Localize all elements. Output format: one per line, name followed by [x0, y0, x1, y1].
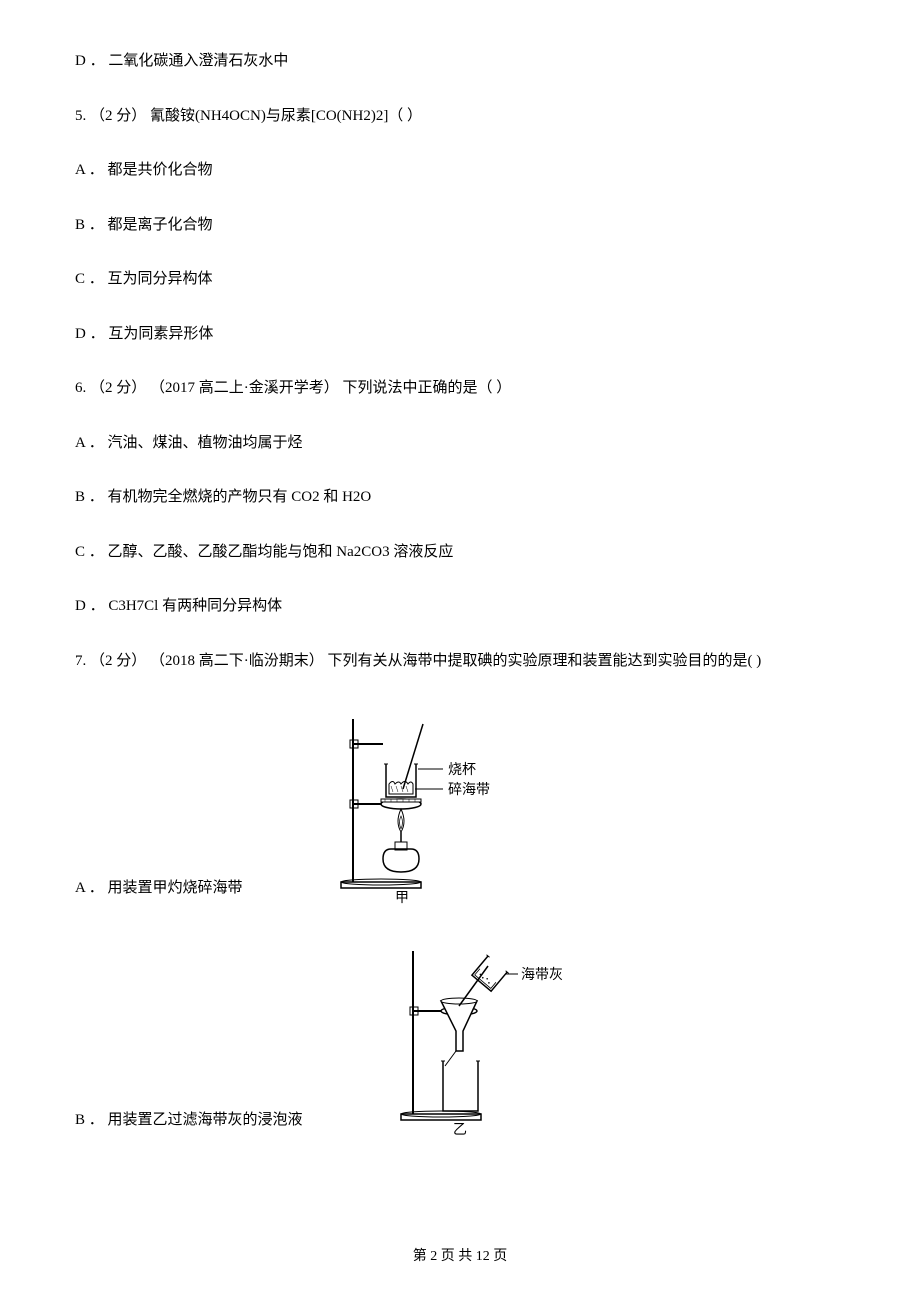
q5-option-a: A ． 都是共价化合物 — [75, 159, 845, 182]
q6-optB-text: B ． 有机物完全燃烧的产物只有 CO2 和 H2O — [75, 489, 371, 505]
q6-optD-text: D ． C3H7Cl 有两种同分异构体 — [75, 598, 282, 614]
q6-option-a: A ． 汽油、煤油、植物油均属于烃 — [75, 432, 845, 455]
q6-option-b: B ． 有机物完全燃烧的产物只有 CO2 和 H2O — [75, 486, 845, 509]
q6-optC-text: C ． 乙醇、乙酸、乙酸乙酯均能与饱和 Na2CO3 溶液反应 — [75, 544, 453, 560]
page-footer: 第 2 页 共 12 页 — [0, 1246, 920, 1267]
q6-option-d: D ． C3H7Cl 有两种同分异构体 — [75, 595, 845, 618]
q5-stem: 5. （2 分） 氰酸铵(NH4OCN)与尿素[CO(NH2)2]（ ） — [75, 105, 845, 128]
q4-optD-text: D ． 二氧化碳通入澄清石灰水中 — [75, 53, 288, 69]
diagram-1-container: 烧杯 碎海带 甲 — [333, 704, 503, 904]
apparatus-diagram-2: 海带灰 乙 — [393, 936, 573, 1136]
apparatus-diagram-1: 烧杯 碎海带 甲 — [333, 704, 503, 904]
q5-stem-text: 5. （2 分） 氰酸铵(NH4OCN)与尿素[CO(NH2)2]（ ） — [75, 108, 422, 124]
q6-stem: 6. （2 分） （2017 高二上·金溪开学考） 下列说法中正确的是（ ） — [75, 377, 845, 400]
diagram2-label-ash: 海带灰 — [521, 967, 563, 983]
footer-text: 第 2 页 共 12 页 — [413, 1249, 508, 1264]
q4-option-d: D ． 二氧化碳通入澄清石灰水中 — [75, 50, 845, 73]
q5-optD-text: D ． 互为同素异形体 — [75, 326, 213, 342]
q7-optA-text: A ． 用装置甲灼烧碎海带 — [75, 877, 243, 905]
q6-stem-text: 6. （2 分） （2017 高二上·金溪开学考） 下列说法中正确的是（ ） — [75, 380, 511, 396]
q5-optA-text: A ． 都是共价化合物 — [75, 162, 213, 178]
q7-stem: 7. （2 分） （2018 高二下·临汾期末） 下列有关从海带中提取碘的实验原… — [75, 650, 845, 673]
q7-option-a-container: A ． 用装置甲灼烧碎海带 — [75, 704, 845, 904]
q7-stem-text: 7. （2 分） （2018 高二下·临汾期末） 下列有关从海带中提取碘的实验原… — [75, 653, 761, 669]
q5-option-d: D ． 互为同素异形体 — [75, 323, 845, 346]
q7-optB-text: B ． 用装置乙过滤海带灰的浸泡液 — [75, 1109, 303, 1137]
diagram1-label-beaker: 烧杯 — [448, 762, 476, 778]
diagram2-label-name: 乙 — [453, 1122, 467, 1136]
q7-option-b-container: B ． 用装置乙过滤海带灰的浸泡液 — [75, 936, 845, 1136]
diagram1-label-kelp: 碎海带 — [448, 782, 490, 798]
q6-optA-text: A ． 汽油、煤油、植物油均属于烃 — [75, 435, 303, 451]
q5-option-b: B ． 都是离子化合物 — [75, 214, 845, 237]
diagram1-label-name: 甲 — [395, 891, 409, 904]
q5-option-c: C ． 互为同分异构体 — [75, 268, 845, 291]
q5-optB-text: B ． 都是离子化合物 — [75, 217, 213, 233]
diagram-2-container: 海带灰 乙 — [393, 936, 573, 1136]
q5-optC-text: C ． 互为同分异构体 — [75, 271, 213, 287]
q6-option-c: C ． 乙醇、乙酸、乙酸乙酯均能与饱和 Na2CO3 溶液反应 — [75, 541, 845, 564]
